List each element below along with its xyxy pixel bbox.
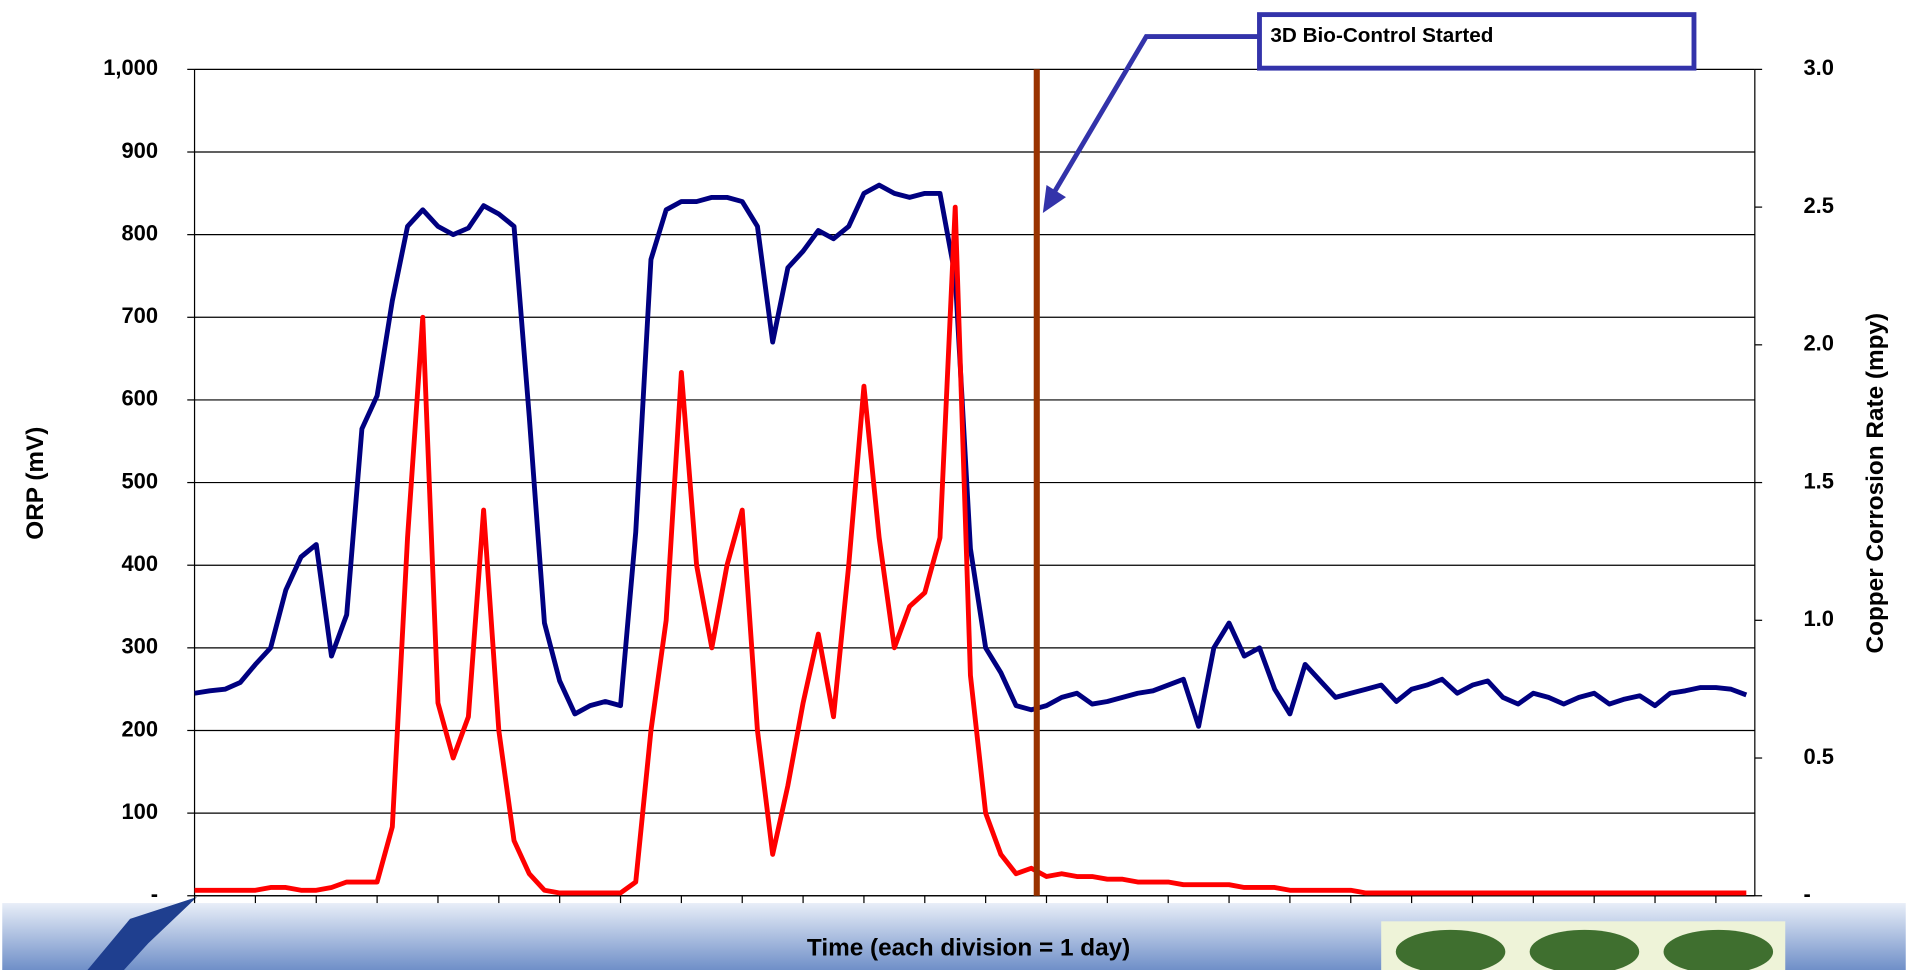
y-tick-label: 100 <box>122 799 159 824</box>
y-tick-label: 1,000 <box>103 55 158 80</box>
y-tick-label: 900 <box>122 138 159 163</box>
y2-axis-title: Copper Corrosion Rate (mpy) <box>1862 313 1889 654</box>
chart: - 100 200 300 400 500 600 700 800 900 1,000 - 0.5 1.0… <box>0 0 1908 970</box>
y-tick-label: 700 <box>122 303 159 328</box>
y2-tick-label: 1.5 <box>1804 468 1834 493</box>
x-axis-title: Time (each division = 1 day) <box>807 935 1130 962</box>
y-tick-label: - <box>151 882 158 907</box>
annotation: 3D Bio-Control Started <box>1043 15 1694 213</box>
y-tick-label: 500 <box>122 468 159 493</box>
y2-tick-label: 1.0 <box>1804 606 1834 631</box>
y2-tick-label: 0.5 <box>1804 744 1834 769</box>
y-tick-label: 300 <box>122 634 159 659</box>
y-tick-label: 800 <box>122 220 159 245</box>
annotation-text: 3D Bio-Control Started <box>1270 24 1493 47</box>
y-tick-label: 600 <box>122 386 159 411</box>
y2-tick-label: 2.0 <box>1804 331 1834 356</box>
y-axis-title: ORP (mV) <box>22 427 49 540</box>
logo-right <box>1381 921 1785 970</box>
y2-tick-label: 3.0 <box>1804 55 1834 80</box>
y-tick-label: 200 <box>122 716 159 741</box>
y2-tick-label: - <box>1804 882 1811 907</box>
y2-tick-label: 2.5 <box>1804 193 1834 218</box>
y-tick-label: 400 <box>122 551 159 576</box>
